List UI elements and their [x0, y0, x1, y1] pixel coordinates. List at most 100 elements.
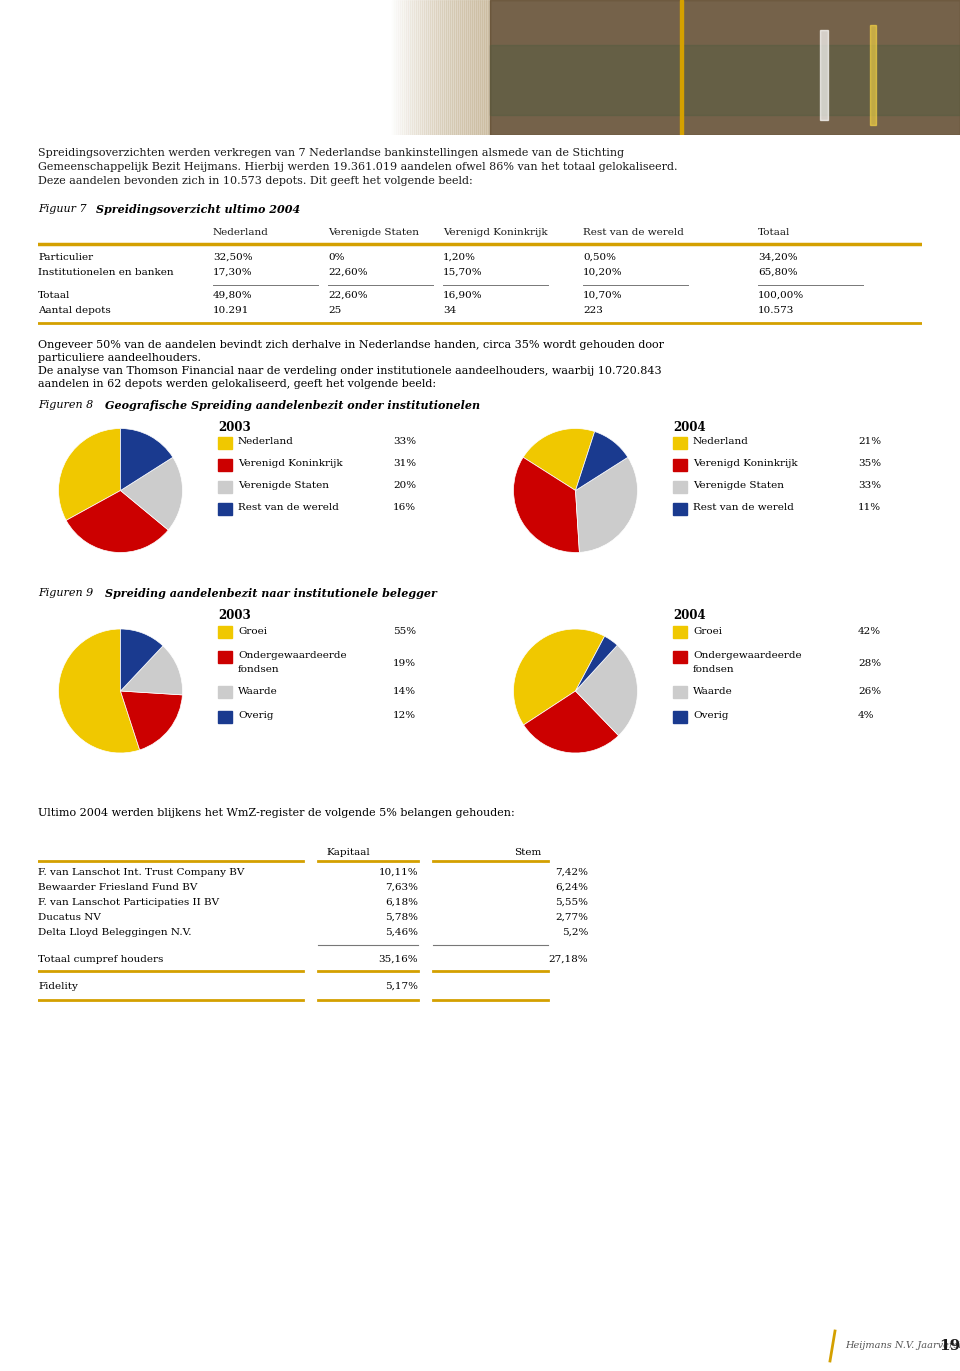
- Text: Kapitaal: Kapitaal: [326, 849, 370, 857]
- Text: 49,80%: 49,80%: [213, 291, 252, 300]
- Text: 11%: 11%: [858, 503, 881, 511]
- Text: 25: 25: [328, 306, 341, 315]
- Bar: [218, 712, 232, 723]
- Bar: [488, 0, 490, 134]
- Text: 20%: 20%: [393, 480, 416, 489]
- Text: 27,18%: 27,18%: [548, 956, 588, 964]
- Text: 2004: 2004: [673, 609, 706, 622]
- Text: Particulier: Particulier: [38, 254, 93, 262]
- Bar: [218, 437, 232, 448]
- Text: Groei: Groei: [238, 627, 267, 636]
- Text: Bewaarder Friesland Fund BV: Bewaarder Friesland Fund BV: [38, 883, 198, 893]
- Bar: [394, 0, 396, 134]
- Bar: [424, 0, 426, 134]
- Text: 10,70%: 10,70%: [583, 291, 623, 300]
- Bar: [428, 0, 430, 134]
- Text: particuliere aandeelhouders.: particuliere aandeelhouders.: [38, 352, 201, 363]
- Text: Ultimo 2004 werden blijkens het WmZ-register de volgende 5% belangen gehouden:: Ultimo 2004 werden blijkens het WmZ-regi…: [38, 808, 515, 818]
- Text: 2003: 2003: [218, 609, 251, 622]
- Text: Figuur 7: Figuur 7: [38, 204, 94, 214]
- Text: Ducatus NV: Ducatus NV: [38, 913, 101, 923]
- Text: 2004: 2004: [673, 421, 706, 435]
- Text: 4%: 4%: [858, 712, 875, 721]
- Text: Groei: Groei: [693, 627, 722, 636]
- Text: Rest van de wereld: Rest van de wereld: [693, 503, 794, 511]
- Bar: [474, 0, 476, 134]
- Bar: [482, 0, 484, 134]
- Text: 223: 223: [583, 306, 603, 315]
- Text: Spreidingsoverzichten werden verkregen van 7 Nederlandse bankinstellingen alsmed: Spreidingsoverzichten werden verkregen v…: [38, 148, 624, 158]
- Text: Stem: Stem: [515, 849, 541, 857]
- Text: 22,60%: 22,60%: [328, 291, 368, 300]
- Text: Geografische Spreiding aandelenbezit onder institutionelen: Geografische Spreiding aandelenbezit ond…: [105, 400, 480, 411]
- Text: 42%: 42%: [858, 627, 881, 636]
- Text: 6,18%: 6,18%: [385, 898, 418, 908]
- Text: 100,00%: 100,00%: [758, 291, 804, 300]
- Text: Ongeveer 50% van de aandelen bevindt zich derhalve in Nederlandse handen, circa : Ongeveer 50% van de aandelen bevindt zic…: [38, 340, 664, 350]
- Text: Verenigd Koninkrijk: Verenigd Koninkrijk: [693, 458, 798, 468]
- Bar: [673, 651, 687, 664]
- Text: 55%: 55%: [393, 627, 416, 636]
- Text: Fidelity: Fidelity: [38, 982, 78, 991]
- Bar: [218, 627, 232, 638]
- Text: Rest van de wereld: Rest van de wereld: [238, 503, 339, 511]
- Bar: [470, 0, 472, 134]
- Text: Totaal cumpref houders: Totaal cumpref houders: [38, 956, 163, 964]
- Bar: [218, 651, 232, 664]
- Text: 34,20%: 34,20%: [758, 254, 798, 262]
- Wedge shape: [575, 636, 617, 691]
- Bar: [490, 0, 960, 134]
- Bar: [416, 0, 418, 134]
- Text: 22,60%: 22,60%: [328, 267, 368, 277]
- Text: Verenigde Staten: Verenigde Staten: [328, 228, 419, 237]
- Text: 6,24%: 6,24%: [555, 883, 588, 893]
- Text: Overig: Overig: [238, 712, 274, 721]
- Bar: [480, 0, 482, 134]
- Text: Waarde: Waarde: [238, 687, 277, 695]
- Text: Waarde: Waarde: [693, 687, 732, 695]
- Bar: [404, 0, 406, 134]
- Text: Spreidingsoverzicht ultimo 2004: Spreidingsoverzicht ultimo 2004: [96, 204, 300, 215]
- Bar: [458, 0, 460, 134]
- Bar: [446, 0, 448, 134]
- Bar: [478, 0, 480, 134]
- Text: 5,78%: 5,78%: [385, 913, 418, 923]
- Text: 10.573: 10.573: [758, 306, 794, 315]
- Bar: [414, 0, 416, 134]
- Text: 2,77%: 2,77%: [555, 913, 588, 923]
- Bar: [673, 459, 687, 472]
- Text: 31%: 31%: [393, 458, 416, 468]
- Text: Heijmans N.V. Jaarverslag 2004: Heijmans N.V. Jaarverslag 2004: [845, 1341, 960, 1350]
- Wedge shape: [121, 429, 173, 491]
- Bar: [422, 0, 424, 134]
- Bar: [673, 481, 687, 494]
- Text: 32,50%: 32,50%: [213, 254, 252, 262]
- Bar: [466, 0, 468, 134]
- Wedge shape: [121, 691, 182, 750]
- Bar: [398, 0, 400, 134]
- Text: 1,20%: 1,20%: [443, 254, 476, 262]
- Wedge shape: [59, 429, 121, 521]
- Bar: [490, 0, 960, 134]
- Bar: [820, 30, 828, 121]
- Text: 0%: 0%: [328, 254, 345, 262]
- Text: 19: 19: [940, 1339, 960, 1353]
- Text: 35,16%: 35,16%: [378, 956, 418, 964]
- Text: Nederland: Nederland: [693, 436, 749, 446]
- Bar: [410, 0, 412, 134]
- Text: Ondergewaardeerde: Ondergewaardeerde: [693, 651, 802, 661]
- Text: Spreiding aandelenbezit naar institutionele belegger: Spreiding aandelenbezit naar institution…: [105, 588, 437, 599]
- Wedge shape: [575, 432, 628, 491]
- Text: 17,30%: 17,30%: [213, 267, 252, 277]
- Text: 16,90%: 16,90%: [443, 291, 483, 300]
- Text: Overig: Overig: [693, 712, 729, 721]
- Text: Ondergewaardeerde: Ondergewaardeerde: [238, 651, 347, 661]
- Wedge shape: [121, 646, 182, 695]
- Bar: [218, 686, 232, 698]
- Wedge shape: [514, 458, 580, 553]
- Bar: [486, 0, 488, 134]
- Bar: [456, 0, 458, 134]
- Text: F. van Lanschot Participaties II BV: F. van Lanschot Participaties II BV: [38, 898, 219, 908]
- Wedge shape: [575, 458, 637, 553]
- Wedge shape: [575, 646, 637, 736]
